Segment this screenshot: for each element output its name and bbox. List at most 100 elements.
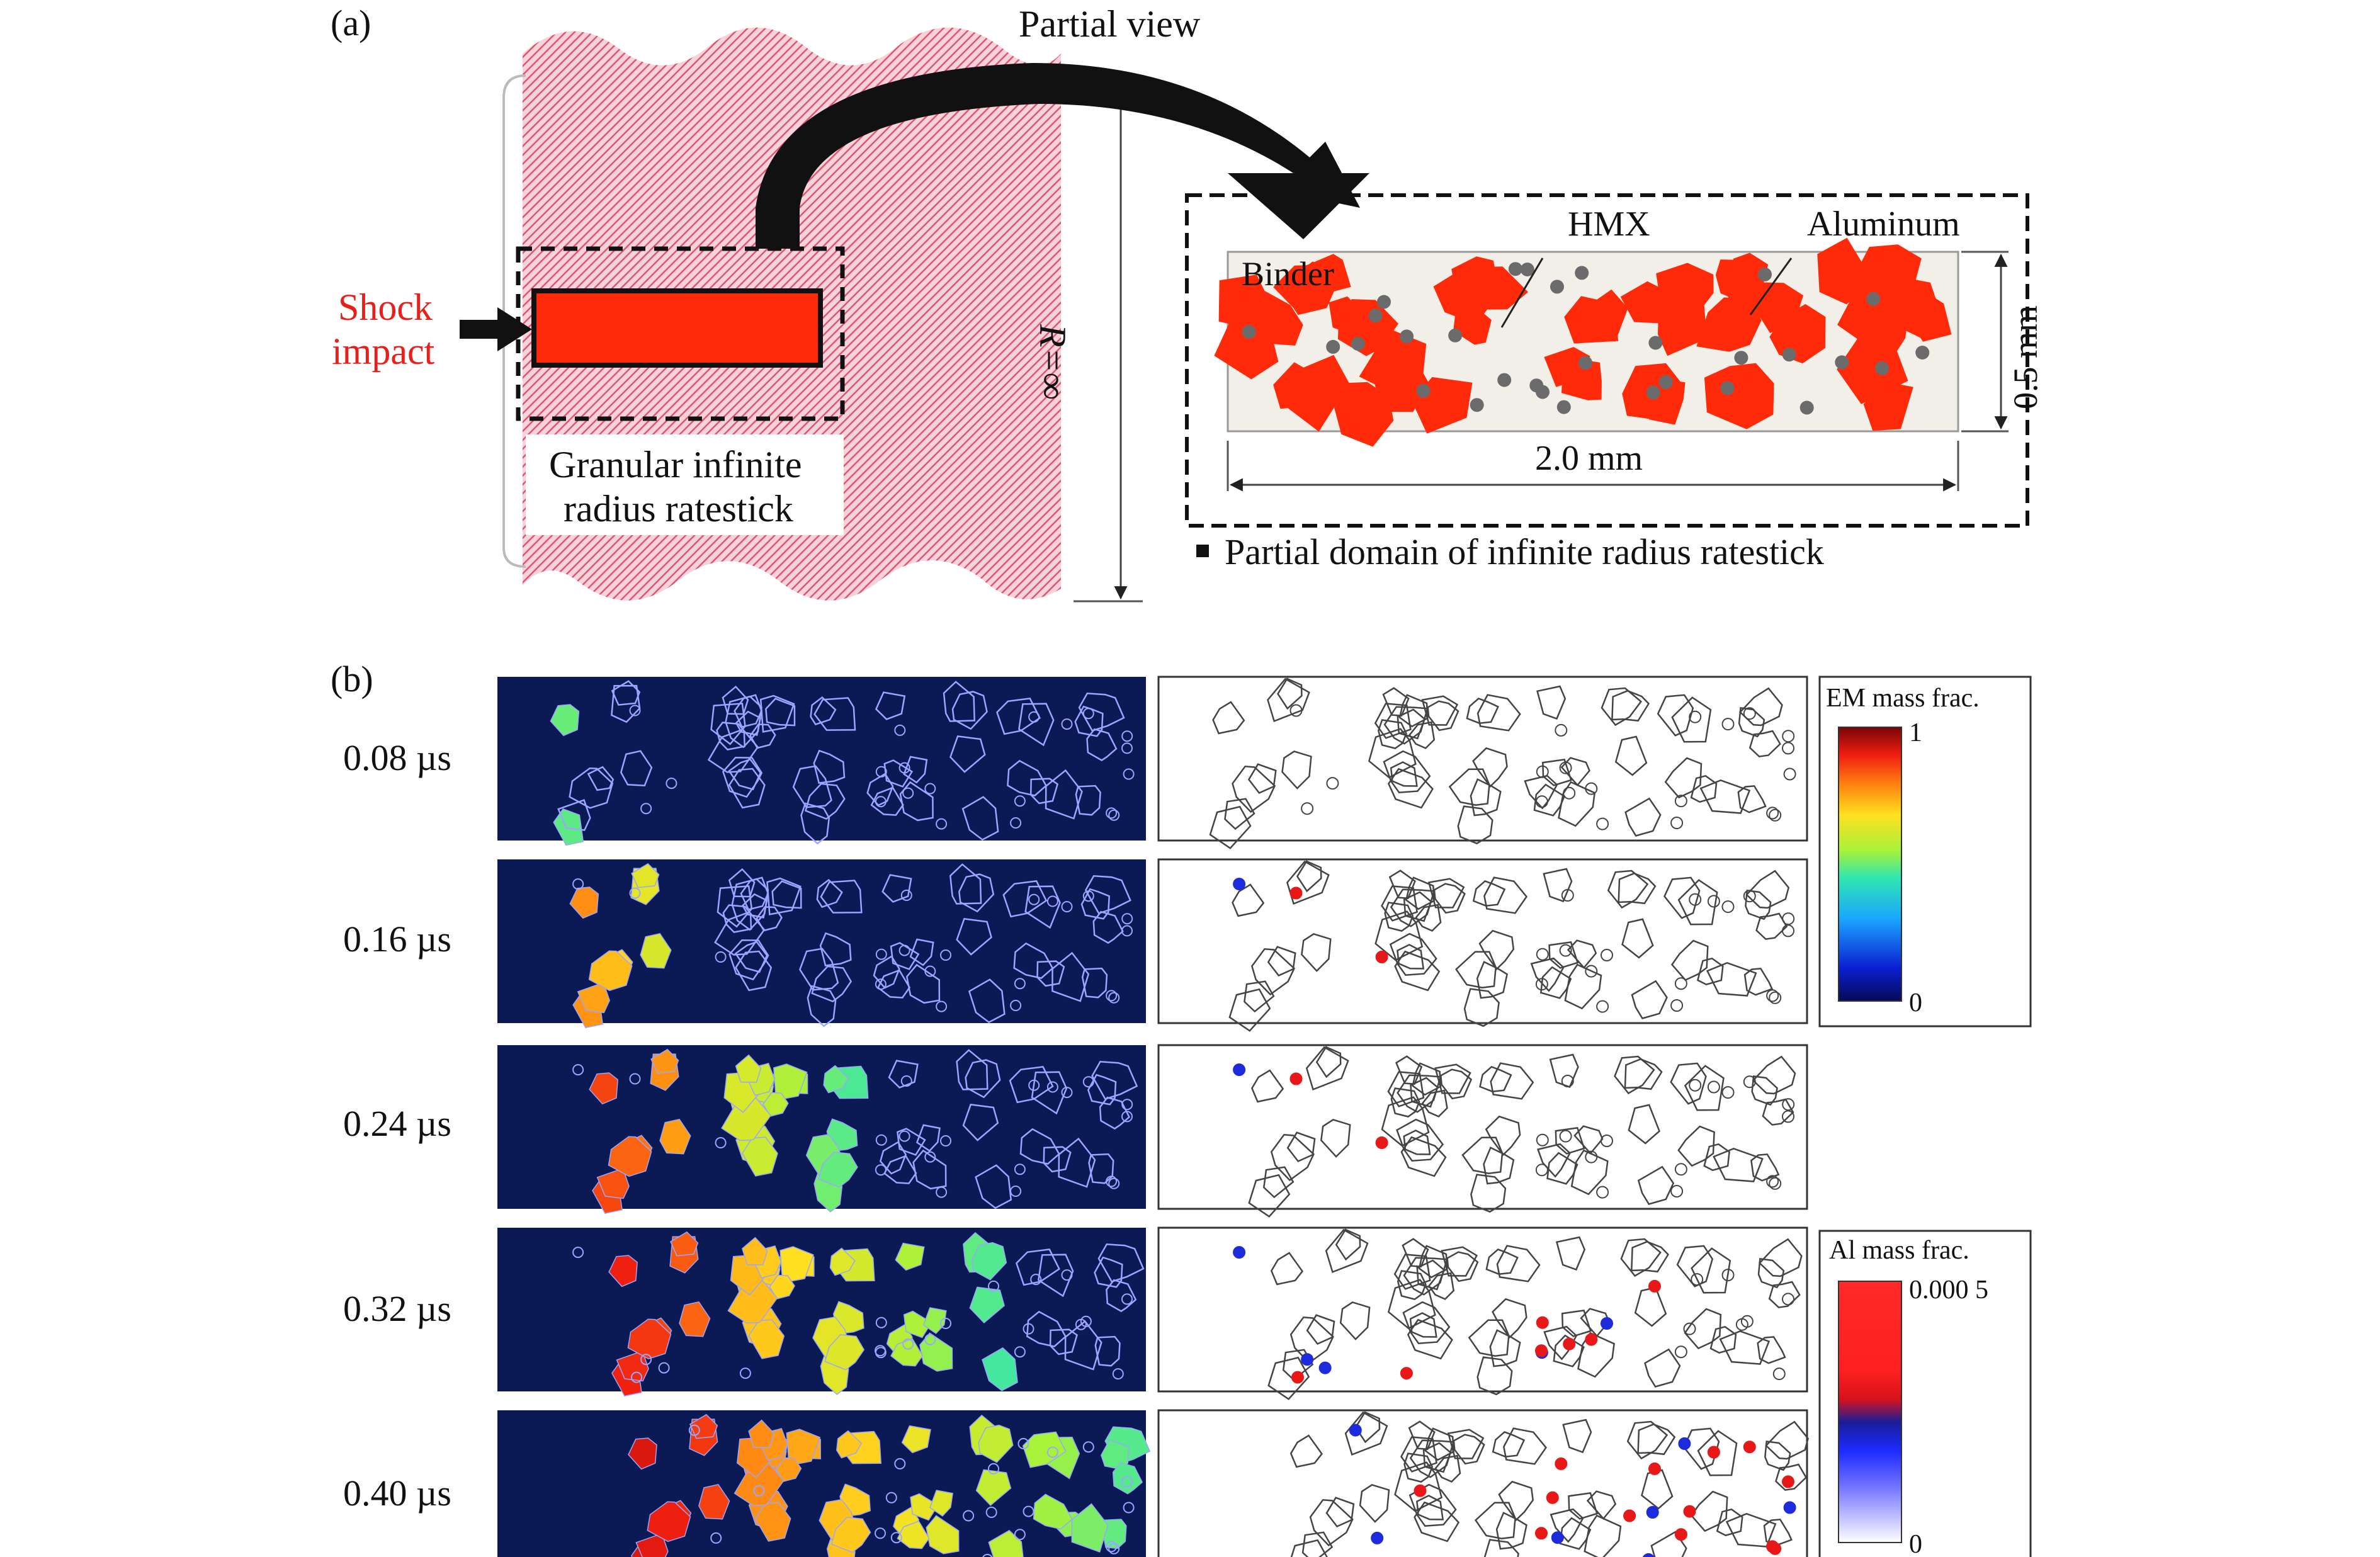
em-al-particle: [1010, 1186, 1022, 1197]
al-particle: [1769, 991, 1782, 1004]
em-grain: [926, 1515, 960, 1554]
al-particle: [1683, 1322, 1696, 1335]
al-grain-outline: [1400, 1436, 1437, 1473]
em-al-particle: [885, 1492, 897, 1503]
em-al-particle: [902, 787, 914, 799]
em-al-particle: [875, 978, 887, 990]
al-grain-outline: [1251, 948, 1296, 996]
al-particle: [1585, 1333, 1598, 1346]
em-grain: [792, 765, 832, 808]
em-al-particle: [894, 724, 906, 736]
al-particle: [1683, 1505, 1696, 1518]
composite-particles: [1214, 237, 1952, 447]
em-grain: [883, 759, 914, 788]
al-grain-outline: [1421, 695, 1459, 726]
em-al-particle: [1121, 742, 1133, 754]
em-al-particle: [1121, 1293, 1133, 1305]
em-al-particle: [1106, 1541, 1118, 1553]
em-grain: [1029, 778, 1059, 805]
stick-label-line2: radius ratestick: [564, 488, 793, 529]
em-grain: [1071, 1503, 1109, 1553]
al-particle: [1707, 1080, 1720, 1094]
al-grain-outline: [1400, 1136, 1447, 1177]
em-grain: [883, 1155, 917, 1184]
al-grain-outline: [1277, 677, 1303, 710]
em-al-particle: [1023, 1505, 1034, 1517]
al-particle: [1743, 890, 1756, 903]
al-grain-outline: [1684, 1308, 1722, 1350]
al-grain-outline: [1650, 1531, 1687, 1557]
al-grain-outline: [1614, 1055, 1655, 1095]
al-grain-outline: [1750, 1153, 1780, 1182]
al-grain-outline: [1546, 1152, 1578, 1185]
aluminum-particle: [1520, 263, 1534, 276]
em-grain: [766, 877, 802, 915]
em-al-particle: [1080, 1315, 1092, 1327]
time-label-4: 0.32 µs: [343, 1288, 451, 1329]
aluminum-particle: [1497, 373, 1512, 387]
al-grain-outline: [1301, 1531, 1334, 1557]
al-particle: [1689, 1079, 1702, 1092]
em-al-particle: [1121, 730, 1133, 742]
em-grain: [589, 1072, 618, 1105]
al-grain-outline: [1463, 988, 1500, 1028]
al-particle: [1782, 924, 1794, 937]
em-grain: [905, 963, 941, 1004]
em-grain: [820, 880, 863, 914]
em-grain: [740, 876, 769, 911]
al-grain-outline: [1416, 1495, 1444, 1520]
al-grain-outline: [1212, 701, 1245, 735]
em-grain: [1051, 951, 1090, 1002]
al-frame: [1157, 1409, 1808, 1557]
al-grain-outline: [1409, 1312, 1437, 1338]
height-dim-label: 0.5 mm: [2007, 305, 2044, 409]
al-colorbar: [1838, 1281, 1902, 1543]
em-grain: [1092, 910, 1124, 944]
al-particle: [1782, 742, 1794, 755]
em-grain: [975, 1164, 1012, 1209]
aluminum-label: Aluminum: [1807, 205, 1960, 244]
al-grain-outline: [1496, 1245, 1541, 1282]
al-grain-outline: [1286, 1131, 1316, 1163]
al-grain-outline: [1466, 697, 1499, 724]
em-al-particle: [924, 1333, 936, 1345]
hmx-grain: [1696, 297, 1762, 352]
al-particle: [1674, 795, 1687, 808]
em-al-particle: [940, 1318, 951, 1329]
al-grain-outline: [1628, 1104, 1660, 1145]
al-particle: [1674, 977, 1687, 990]
em-grain: [679, 1301, 711, 1337]
al-particle: [1551, 1531, 1564, 1544]
em-grain: [919, 1332, 953, 1372]
em-al-particle: [1121, 925, 1133, 937]
al-grain-outline: [1775, 1463, 1808, 1491]
em-grain: [1058, 1137, 1096, 1188]
em-al-particle: [898, 762, 910, 774]
em-grain: [608, 1255, 638, 1288]
em-al-particle: [924, 1151, 936, 1163]
em-grain: [813, 697, 856, 731]
em-grain: [1049, 1328, 1078, 1356]
al-grain-outline: [1539, 966, 1572, 999]
al-grain-outline: [1262, 1166, 1295, 1199]
em-grain: [988, 1529, 1024, 1557]
stick-label-box: [526, 434, 844, 535]
al-particle: [1371, 1531, 1384, 1544]
al-particle: [1740, 1315, 1754, 1328]
em-grain: [722, 756, 763, 798]
al-particle: [1535, 795, 1548, 808]
em-al-particle: [940, 1135, 951, 1147]
em-al-particle: [710, 1532, 722, 1544]
em-al-particle: [988, 1280, 999, 1292]
aluminum-particle: [1416, 383, 1431, 398]
em-al-particle: [936, 818, 948, 830]
em-grain: [569, 767, 614, 809]
em-grain: [1094, 1335, 1121, 1367]
al-particle: [1707, 1446, 1720, 1459]
al-particle: [1233, 878, 1246, 891]
em-grain: [1045, 769, 1083, 820]
em-al-particle: [875, 1164, 887, 1176]
al-particle: [1596, 1186, 1609, 1199]
em-al-particle: [1061, 718, 1073, 730]
stick-label-line1: Granular infinite: [549, 444, 802, 485]
